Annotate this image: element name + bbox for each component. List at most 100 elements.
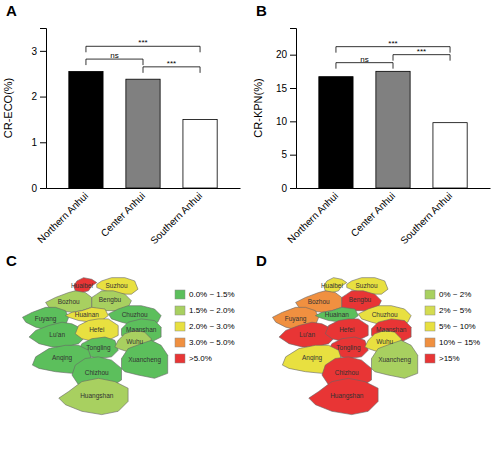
legend-item: 10% ~ 15% — [425, 338, 480, 347]
region-label: Huainan — [75, 311, 100, 318]
y-tick-label: 5 — [281, 149, 287, 160]
legend-swatch — [425, 354, 435, 363]
significance-text: *** — [417, 47, 426, 56]
legend-item: 0.0% ~ 1.5% — [175, 290, 235, 299]
x-tick: Center Anhui — [99, 190, 148, 239]
legend-label: 1.5% ~ 2.0% — [189, 306, 235, 315]
region-label: Xuancheng — [128, 356, 161, 364]
bar — [433, 123, 467, 188]
region-label: Wuhu — [376, 338, 393, 345]
legend-label: 2% ~ 5% — [439, 306, 471, 315]
annotations: ns****** — [336, 39, 450, 69]
region — [309, 378, 378, 414]
x-tick-label: Center Anhui — [349, 190, 398, 239]
legend-label: 10% ~ 15% — [439, 338, 480, 347]
bar — [126, 79, 160, 188]
region-label: Wuhu — [126, 338, 143, 345]
bar-panel: Northern AnhuiCenter AnhuiSouthern Anhui… — [2, 2, 241, 246]
y-tick-mark — [40, 188, 46, 189]
region-label: Anqing — [302, 354, 323, 362]
region-label: Huangshan — [80, 392, 114, 400]
legend: 0.0% ~ 1.5%1.5% ~ 2.0%2.0% ~ 3.0%3.0% ~ … — [175, 290, 235, 363]
legend-label: >15% — [439, 354, 460, 363]
region-label: Lu'an — [299, 331, 315, 338]
regions — [273, 278, 418, 415]
x-axis: Northern AnhuiCenter AnhuiSouthern Anhui — [285, 189, 490, 247]
x-tick: Center Anhui — [349, 190, 398, 239]
bar — [376, 71, 410, 188]
legend-item: 2% ~ 5% — [425, 306, 471, 315]
x-axis-line — [47, 188, 241, 189]
region-labels: HuaibeiSuzhouBozhouBengbuFuyangHuainanCh… — [35, 282, 162, 401]
region-label: Lu'an — [49, 331, 65, 338]
legend-swatch — [175, 322, 185, 331]
region-label: Chuzhou — [372, 311, 398, 318]
y-axis-line — [40, 29, 47, 189]
legend-label: 3.0% ~ 5.0% — [189, 338, 235, 347]
y-tick: 3 — [31, 46, 46, 57]
region-label: Suzhou — [106, 282, 128, 289]
x-axis: Northern AnhuiCenter AnhuiSouthern Anhui — [35, 189, 240, 247]
region — [122, 340, 168, 378]
y-axis-line — [290, 29, 297, 189]
y-axis-title: CR-ECO(%) — [2, 78, 14, 139]
y-tick-mark — [290, 121, 296, 122]
legend-label: 0.0% ~ 1.5% — [189, 290, 235, 299]
legend-swatch — [175, 290, 185, 299]
region-label: Fuyang — [35, 315, 57, 323]
region-label: Hefei — [89, 326, 104, 333]
legend-label: 0% ~ 2% — [439, 290, 471, 299]
y-tick: 1 — [31, 137, 46, 148]
significance-text: *** — [138, 38, 147, 47]
region-label: Xuancheng — [378, 356, 411, 364]
y-axis-title: CR-KPN(%) — [252, 78, 264, 137]
bars — [319, 71, 467, 188]
map: HuaibeiSuzhouBozhouBengbuFuyangHuainanCh… — [273, 278, 418, 415]
legend-swatch — [425, 290, 435, 299]
x-tick-label: Northern Anhui — [285, 190, 340, 245]
legend-swatch — [175, 338, 185, 347]
y-tick: 15 — [276, 83, 296, 94]
y-tick-mark — [40, 51, 46, 52]
y-axis: 0123 — [31, 29, 46, 194]
region-label: Huaibei — [71, 282, 93, 289]
region-labels: HuaibeiSuzhouBozhouBengbuFuyangHuainanCh… — [285, 282, 412, 401]
figure: Northern AnhuiCenter AnhuiSouthern Anhui… — [0, 0, 500, 465]
significance-text: ns — [110, 51, 118, 60]
region-label: Chizhou — [335, 369, 359, 376]
region-label: Tongling — [336, 344, 361, 352]
region-label: Huainan — [325, 311, 350, 318]
y-tick-label: 1 — [31, 137, 37, 148]
map: HuaibeiSuzhouBozhouBengbuFuyangHuainanCh… — [23, 278, 168, 415]
panel-label: C — [6, 252, 17, 269]
annotations: ns****** — [86, 38, 200, 73]
region-label: Huaibei — [321, 282, 343, 289]
region-label: Tongling — [86, 344, 111, 352]
region-label: Maanshan — [376, 326, 407, 333]
x-axis-line — [297, 188, 491, 189]
bar — [319, 77, 353, 188]
map-panel: DHuaibeiSuzhouBozhouBengbuFuyangHuainanC… — [256, 252, 480, 415]
y-tick: 10 — [276, 116, 296, 127]
y-tick-label: 0 — [281, 183, 287, 194]
region-label: Hefei — [339, 326, 354, 333]
legend-swatch — [175, 306, 185, 315]
legend-swatch — [175, 354, 185, 363]
legend-item: 1.5% ~ 2.0% — [175, 306, 235, 315]
legend: 0% ~ 2%2% ~ 5%5% ~ 10%10% ~ 15%>15% — [425, 290, 480, 363]
x-tick-label: Southern Anhui — [148, 190, 204, 246]
y-tick-label: 3 — [31, 46, 37, 57]
bar — [69, 71, 103, 188]
y-tick-mark — [40, 142, 46, 143]
region — [372, 340, 418, 378]
legend-label: >5.0% — [189, 354, 212, 363]
panel-label: A — [6, 2, 17, 19]
regions — [23, 278, 168, 415]
x-tick: Northern Anhui — [35, 190, 90, 245]
y-tick-label: 15 — [276, 83, 288, 94]
x-tick: Southern Anhui — [148, 190, 204, 246]
region — [59, 378, 128, 414]
region-label: Fuyang — [285, 315, 307, 323]
x-tick-label: Northern Anhui — [35, 190, 90, 245]
y-tick-label: 20 — [276, 49, 288, 60]
